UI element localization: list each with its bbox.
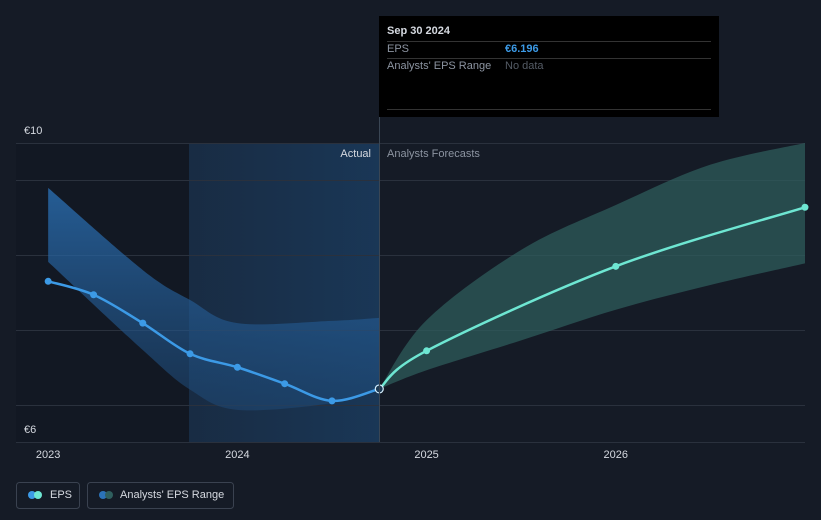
eps-line — [47, 280, 380, 403]
forecast-line — [378, 206, 806, 390]
eps-point — [328, 397, 336, 405]
tooltip-value: No data — [505, 60, 544, 72]
x-tick-label: 2023 — [36, 449, 60, 461]
x-tick-label: 2025 — [414, 449, 438, 461]
legend-swatch — [105, 491, 113, 499]
eps-point — [44, 277, 52, 285]
eps-point — [281, 380, 289, 388]
eps-point — [90, 291, 98, 299]
eps-point — [139, 319, 147, 327]
legend-swatch — [99, 491, 107, 499]
tooltip-label: Analysts' EPS Range — [387, 60, 491, 72]
eps-point — [186, 350, 194, 358]
legend-range[interactable]: Analysts' EPS Range — [87, 482, 234, 509]
legend-eps[interactable]: EPS — [16, 482, 80, 509]
forecast-point — [801, 203, 809, 211]
tooltip: Sep 30 2024 EPS €6.196 Analysts' EPS Ran… — [379, 16, 719, 117]
eps-point — [233, 363, 241, 371]
tooltip-box — [379, 16, 719, 117]
legend-label: EPS — [50, 489, 72, 501]
legend-button[interactable] — [87, 482, 234, 509]
actual-label: Actual — [340, 148, 371, 160]
forecast-point — [612, 262, 620, 270]
forecast-range-band — [379, 143, 805, 389]
range-band — [48, 187, 380, 411]
tooltip-value: €6.196 — [505, 43, 539, 55]
x-tick-label: 2024 — [225, 449, 249, 461]
y-tick-label: €6 — [24, 424, 36, 436]
x-tick-label: 2026 — [604, 449, 628, 461]
forecast-label: Analysts Forecasts — [387, 148, 480, 160]
legend-label: Analysts' EPS Range — [120, 489, 224, 501]
tooltip-label: EPS — [387, 43, 409, 55]
legend-button[interactable] — [16, 482, 80, 509]
tooltip-date: Sep 30 2024 — [387, 25, 451, 37]
legend-swatch — [34, 491, 42, 499]
y-tick-label: €10 — [24, 125, 42, 137]
forecast-point — [423, 347, 431, 355]
legend-swatch — [28, 491, 36, 499]
